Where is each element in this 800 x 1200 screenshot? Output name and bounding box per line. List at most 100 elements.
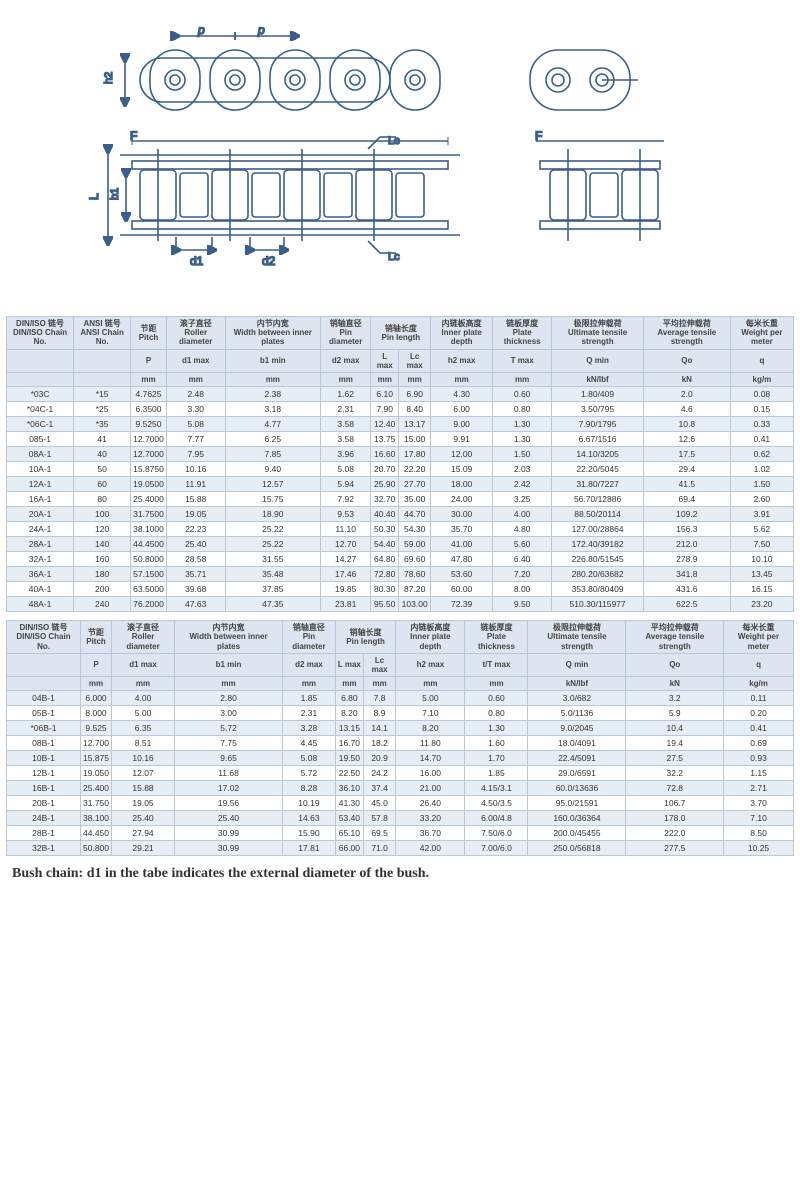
- col-header: 每米长重Weight per meter: [724, 621, 794, 654]
- table-row: 20B-131.75019.0519.5610.1941.3045.026.40…: [7, 796, 794, 811]
- col-unit: mm: [492, 372, 551, 386]
- cell: 280.20/63682: [552, 567, 644, 582]
- cell: 15.88: [112, 781, 175, 796]
- cell: 6.67/1516: [552, 432, 644, 447]
- cell: 31.55: [225, 552, 320, 567]
- cell: 11.68: [175, 766, 283, 781]
- cell: *06B-1: [7, 721, 81, 736]
- cell: 12.07: [112, 766, 175, 781]
- cell: 20B-1: [7, 796, 81, 811]
- cell: 3.0/682: [528, 691, 626, 706]
- cell: 25.40: [166, 537, 225, 552]
- cell: 27.94: [112, 826, 175, 841]
- cell: 47.63: [166, 597, 225, 612]
- col-unit: [74, 372, 131, 386]
- chain-diagram: p p h2: [0, 0, 800, 310]
- col-symbol: Qo: [626, 653, 724, 676]
- cell: 11.80: [396, 736, 465, 751]
- cell: 3.28: [282, 721, 335, 736]
- cell: 25.4000: [131, 492, 167, 507]
- cell: 6.40: [492, 552, 551, 567]
- col-symbol: d2 max: [321, 349, 371, 372]
- cell: 278.9: [643, 552, 730, 567]
- cell: 140: [74, 537, 131, 552]
- cell: 3.2: [626, 691, 724, 706]
- cell: 10.16: [112, 751, 175, 766]
- cell: 6.3500: [131, 402, 167, 417]
- cell: 1.30: [465, 721, 528, 736]
- cell: *25: [74, 402, 131, 417]
- cell: 14.10/3205: [552, 447, 644, 462]
- col-header: 销轴长度Pin length: [335, 621, 395, 654]
- cell: 3.91: [730, 507, 793, 522]
- cell: 7.95: [166, 447, 225, 462]
- cell: 2.38: [225, 387, 320, 402]
- col-symbol: t/T max: [465, 653, 528, 676]
- cell: 11.10: [321, 522, 371, 537]
- cell: 6.90: [399, 387, 431, 402]
- cell: 66.00: [335, 841, 363, 856]
- col-unit: kg/m: [724, 677, 794, 691]
- col-unit: mm: [431, 372, 493, 386]
- cell: 4.50/3.5: [465, 796, 528, 811]
- col-symbol: [7, 653, 81, 676]
- col-header: 节距Pitch: [81, 621, 112, 654]
- cell: 72.80: [371, 567, 399, 582]
- cell: 44.450: [81, 826, 112, 841]
- col-symbol: Lc max: [399, 349, 431, 372]
- cell: 8.20: [335, 706, 363, 721]
- cell: 0.15: [730, 402, 793, 417]
- cell: 0.41: [724, 721, 794, 736]
- col-unit: kg/m: [730, 372, 793, 386]
- cell: 5.94: [321, 477, 371, 492]
- dim-F1: F: [130, 129, 137, 143]
- table-row: 10A-15015.875010.169.405.0820.7022.2015.…: [7, 462, 794, 477]
- cell: 200.0/45455: [528, 826, 626, 841]
- cell: 72.39: [431, 597, 493, 612]
- cell: 7.10: [724, 811, 794, 826]
- table-row: 28A-114044.450025.4025.2212.7054.4059.00…: [7, 537, 794, 552]
- col-unit: mm: [112, 677, 175, 691]
- cell: 16.00: [396, 766, 465, 781]
- col-symbol: Q min: [528, 653, 626, 676]
- cell: 30.00: [431, 507, 493, 522]
- cell: 31.750: [81, 796, 112, 811]
- cell: 50.30: [371, 522, 399, 537]
- cell: 8.9: [363, 706, 395, 721]
- col-header: ANSI 链号ANSI Chain No.: [74, 317, 131, 350]
- cell: 3.50/795: [552, 402, 644, 417]
- cell: 7.20: [492, 567, 551, 582]
- cell: 16.70: [335, 736, 363, 751]
- col-header: 节距Pitch: [131, 317, 167, 350]
- cell: 9.40: [225, 462, 320, 477]
- cell: 24A-1: [7, 522, 74, 537]
- cell: 57.1500: [131, 567, 167, 582]
- cell: 2.0: [643, 387, 730, 402]
- cell: 7.10: [396, 706, 465, 721]
- dim-d2: d2: [262, 254, 276, 268]
- cell: 95.50: [371, 597, 399, 612]
- cell: 87.20: [399, 582, 431, 597]
- cell: 32B-1: [7, 841, 81, 856]
- col-symbol: P: [81, 653, 112, 676]
- col-symbol: b1 min: [175, 653, 283, 676]
- col-header: 链板厚度Plate thickness: [492, 317, 551, 350]
- dim-Lc1: Lc: [388, 135, 400, 147]
- cell: 12.40: [371, 417, 399, 432]
- cell: 40A-1: [7, 582, 74, 597]
- col-unit: mm: [335, 677, 363, 691]
- cell: 4.15/3.1: [465, 781, 528, 796]
- col-header: 内链板高度Inner plate depth: [431, 317, 493, 350]
- cell: 78.60: [399, 567, 431, 582]
- cell: 23.20: [730, 597, 793, 612]
- cell: 2.48: [166, 387, 225, 402]
- col-header: 极限拉伸载荷Ultimate tensile strength: [528, 621, 626, 654]
- table-row: *06C-1*359.52505.084.773.5812.4013.179.0…: [7, 417, 794, 432]
- cell: 16.60: [371, 447, 399, 462]
- diagram-svg: p p h2: [20, 20, 780, 300]
- spec-table-a: DIN/ISO 链号DIN/ISO Chain No.ANSI 链号ANSI C…: [6, 316, 794, 612]
- cell: 80.30: [371, 582, 399, 597]
- cell: 3.18: [225, 402, 320, 417]
- cell: 7.75: [175, 736, 283, 751]
- col-symbol: h2 max: [431, 349, 493, 372]
